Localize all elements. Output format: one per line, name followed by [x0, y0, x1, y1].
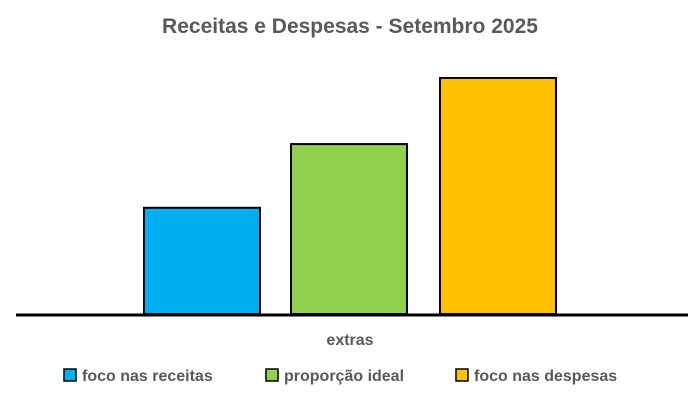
- legend-label-foco-nas-despesas: foco nas despesas: [474, 368, 617, 385]
- legend-swatch-foco-nas-receitas: [63, 368, 77, 382]
- chart-title: Receitas e Despesas - Setembro 2025: [162, 15, 538, 38]
- legend-swatch-proporção-ideal: [265, 368, 279, 382]
- legend-swatch-foco-nas-despesas: [455, 368, 469, 382]
- bar-proporção-ideal: [290, 143, 408, 315]
- x-category-label: extras: [326, 332, 373, 349]
- bar-foco-nas-receitas: [143, 206, 261, 315]
- bar-foco-nas-despesas: [439, 77, 557, 315]
- bars-group: [143, 77, 557, 315]
- legend: foco nas receitas proporção ideal foco nas…: [63, 368, 617, 385]
- legend-label-foco-nas-receitas: foco nas receitas: [82, 368, 213, 385]
- legend-label-proporção-ideal: proporção ideal: [284, 368, 404, 385]
